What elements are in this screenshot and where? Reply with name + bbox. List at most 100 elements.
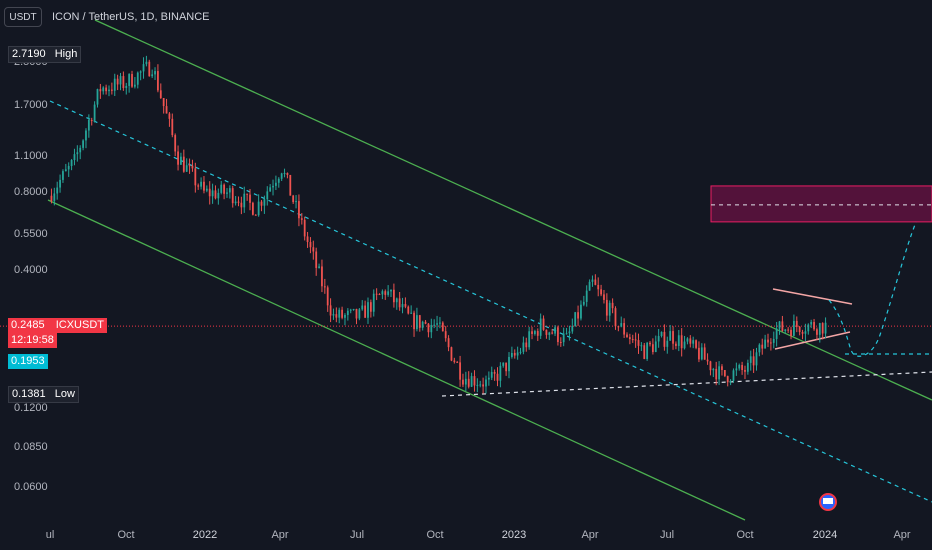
candle-body — [695, 340, 697, 348]
candle-body — [623, 323, 626, 335]
candle-body — [197, 185, 200, 187]
candle-body — [620, 323, 623, 327]
candle-body — [352, 308, 355, 310]
candle-body — [182, 156, 185, 172]
high-marker: 2.7190 High — [8, 46, 82, 63]
candle-body — [519, 351, 522, 353]
candle-body — [582, 301, 585, 305]
candle-body — [490, 372, 493, 378]
candle-body — [660, 331, 663, 337]
candle-body — [703, 347, 706, 360]
candle-body — [346, 310, 349, 315]
candle-body — [605, 299, 608, 316]
candle-body — [795, 320, 798, 327]
candle-body — [174, 135, 177, 152]
candle-body — [62, 171, 64, 180]
candle-body — [395, 298, 398, 303]
candle-body — [251, 202, 254, 215]
candle-body — [470, 376, 473, 387]
low-label: Low — [54, 388, 75, 400]
candle-body — [562, 333, 565, 343]
candle-body — [698, 347, 700, 360]
candle-body — [392, 289, 395, 303]
candle-body — [228, 188, 231, 193]
low-marker: 0.1381 Low — [8, 386, 79, 403]
candle-body — [151, 74, 154, 77]
candle-body — [73, 154, 76, 161]
time-tick-label: 2023 — [501, 529, 527, 541]
candle-body — [683, 341, 686, 349]
candle-body — [237, 201, 240, 203]
candle-body — [309, 242, 312, 248]
candle-body — [531, 331, 533, 334]
candle-body — [772, 338, 775, 343]
candle-body — [675, 343, 677, 346]
candle-body — [767, 339, 769, 343]
candle-body — [416, 315, 418, 330]
candle-body — [358, 309, 361, 319]
candle-body — [508, 356, 510, 372]
time-tick-label: ul — [45, 529, 55, 541]
candle-body — [131, 74, 133, 87]
candle-body — [355, 308, 358, 319]
candle-body — [545, 329, 548, 335]
candle-body — [464, 378, 467, 385]
candle-body — [50, 195, 53, 202]
candle-body — [401, 304, 404, 308]
candle-body — [444, 331, 447, 339]
candle-body — [715, 368, 718, 380]
candle-body — [496, 373, 499, 381]
candle-body — [634, 339, 637, 341]
candle-body — [712, 368, 715, 371]
time-tick-label: Jul — [659, 529, 675, 541]
candle-body — [427, 323, 430, 333]
candle-body — [398, 298, 401, 308]
candle-body — [485, 379, 487, 387]
candle-body — [718, 366, 720, 380]
candle-body — [534, 331, 536, 334]
candle-body — [666, 340, 669, 347]
candle-body — [473, 376, 476, 386]
currency-button[interactable]: USDT — [4, 7, 42, 27]
candle-body — [407, 306, 410, 314]
candle-body — [361, 305, 364, 310]
candle-body — [384, 291, 387, 295]
candle-body — [375, 293, 378, 295]
candle-body — [516, 352, 519, 356]
candle-body — [226, 192, 228, 194]
candle-body — [349, 309, 352, 311]
candle-body — [205, 188, 208, 191]
candle-body — [738, 365, 741, 369]
candle-body — [180, 156, 182, 165]
candle-body — [577, 312, 579, 319]
triangle-lower-line — [774, 331, 851, 350]
candle-body — [617, 326, 620, 328]
candle-body — [116, 78, 119, 85]
candle-body — [263, 199, 266, 206]
candle-body — [729, 380, 732, 383]
candle-body — [326, 287, 329, 306]
candle-body — [513, 352, 516, 356]
candle-body — [231, 188, 234, 204]
candle-body — [813, 322, 815, 330]
candle-body — [200, 181, 202, 187]
candle-body — [510, 352, 513, 357]
candle-body — [557, 327, 559, 342]
candle-body — [439, 322, 441, 324]
candle-body — [292, 195, 295, 203]
high-label: High — [54, 48, 78, 60]
candle-body — [128, 74, 131, 86]
candle-body — [758, 344, 761, 353]
candle-body — [113, 78, 116, 91]
candle-body — [761, 344, 764, 349]
candle-body — [764, 339, 767, 349]
candle-body — [277, 178, 280, 183]
candle-body — [542, 318, 545, 330]
last-price-value: 0.2485 — [11, 319, 45, 331]
candle-body — [159, 90, 162, 99]
candle-body — [157, 71, 159, 91]
candle-body — [781, 321, 784, 331]
candle-body — [741, 365, 744, 371]
candle-body — [87, 120, 90, 131]
